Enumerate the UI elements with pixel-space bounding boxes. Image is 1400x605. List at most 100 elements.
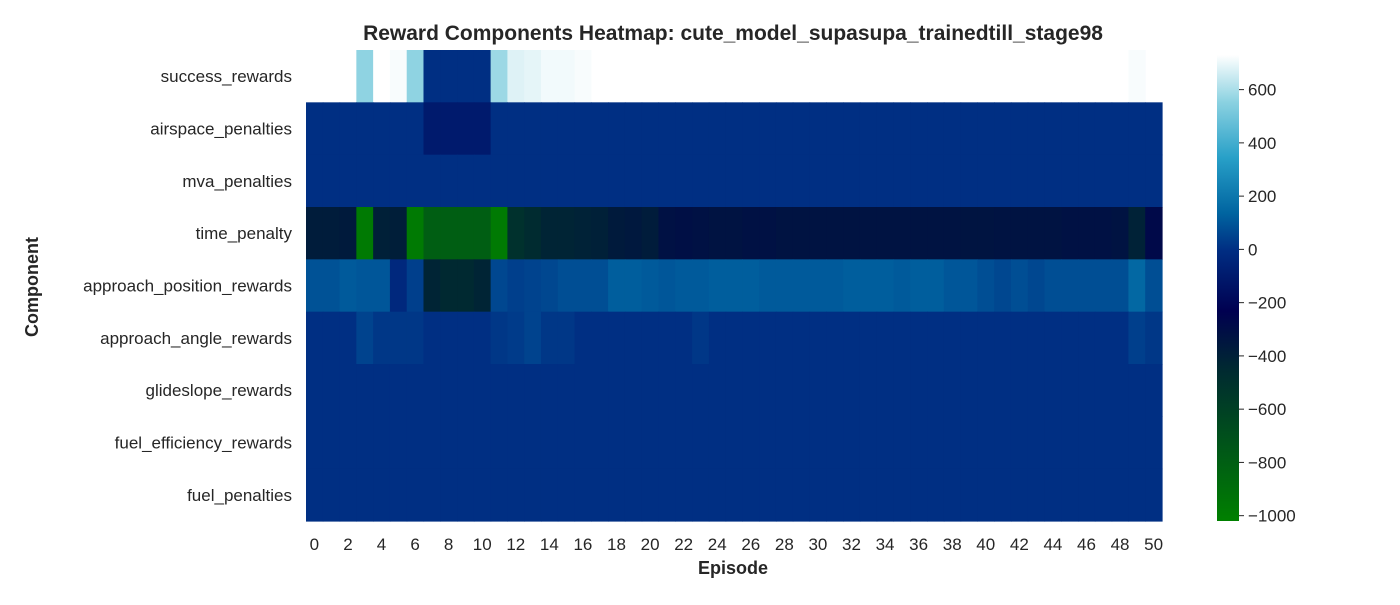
heatmap-cell <box>1078 154 1096 208</box>
heatmap-cell <box>960 416 978 470</box>
heatmap-cell <box>624 364 643 417</box>
heatmap-cell <box>943 207 962 260</box>
heatmap-cell <box>977 102 995 156</box>
heatmap-cell <box>540 468 559 522</box>
x-tick-label: 46 <box>1077 535 1096 554</box>
heatmap-cell <box>507 207 525 260</box>
heatmap-cell <box>624 259 643 313</box>
x-tick-label: 2 <box>343 535 352 554</box>
chart-title: Reward Components Heatmap: cute_model_su… <box>363 22 1103 45</box>
heatmap-cell <box>524 468 542 522</box>
heatmap-cell <box>658 259 676 313</box>
heatmap-cell <box>389 311 408 365</box>
heatmap-cell <box>574 207 592 260</box>
heatmap-cell <box>809 207 827 260</box>
heatmap-cell <box>1044 364 1062 417</box>
heatmap-cell <box>859 207 878 260</box>
heatmap-cell <box>1027 311 1046 365</box>
heatmap-cell <box>423 311 441 365</box>
heatmap-cell <box>389 259 408 313</box>
x-tick-label: 48 <box>1111 535 1130 554</box>
heatmap-cell <box>457 364 475 417</box>
heatmap-cell <box>306 207 324 260</box>
x-tick-label: 28 <box>775 535 794 554</box>
heatmap-cell <box>490 207 509 260</box>
heatmap-cell <box>540 102 559 156</box>
heatmap-cell <box>641 154 660 208</box>
heatmap-cell <box>675 416 693 470</box>
heatmap-cell <box>826 416 844 470</box>
heatmap-cell <box>809 259 827 313</box>
heatmap-cell <box>893 468 911 522</box>
heatmap-cell <box>507 468 525 522</box>
heatmap-cell <box>994 259 1012 313</box>
heatmap-cell <box>960 311 978 365</box>
heatmap-cell <box>725 311 743 365</box>
heatmap-cell <box>943 416 962 470</box>
row-label: mva_penalties <box>182 172 292 191</box>
heatmap-cell <box>708 259 727 313</box>
heatmap-cell <box>792 364 811 417</box>
heatmap-cell <box>1044 102 1062 156</box>
heatmap-cell <box>641 102 660 156</box>
heatmap-cell <box>1111 311 1130 365</box>
heatmap-cell <box>960 207 978 260</box>
heatmap-cell <box>557 364 576 417</box>
heatmap-cell <box>574 468 592 522</box>
heatmap-cell <box>759 259 777 313</box>
heatmap-cell <box>624 207 643 260</box>
heatmap-cell <box>893 102 911 156</box>
heatmap-cell <box>373 102 391 156</box>
heatmap-cell <box>440 311 458 365</box>
heatmap-cell <box>1044 468 1062 522</box>
heatmap-cell <box>641 259 660 313</box>
heatmap-cell <box>306 416 324 470</box>
x-tick-label: 20 <box>641 535 660 554</box>
heatmap-cell <box>1111 102 1130 156</box>
heatmap-cell <box>490 102 509 156</box>
heatmap-cell <box>557 50 576 103</box>
heatmap-cell <box>322 416 341 470</box>
heatmap-cell <box>943 154 962 208</box>
heatmap-cell <box>574 102 592 156</box>
heatmap-cell <box>759 102 777 156</box>
heatmap-cell <box>1078 102 1096 156</box>
x-tick-label: 44 <box>1043 535 1062 554</box>
heatmap-cell <box>1128 468 1146 522</box>
heatmap-cell <box>859 259 878 313</box>
heatmap-cell <box>1078 259 1096 313</box>
heatmap-cell <box>725 259 743 313</box>
heatmap-cell <box>910 416 928 470</box>
heatmap-cell <box>843 259 861 313</box>
heatmap-cell <box>775 207 794 260</box>
heatmap-cell <box>759 468 777 522</box>
heatmap-cell <box>1111 416 1130 470</box>
heatmap-cell <box>339 364 357 417</box>
heatmap-cell <box>876 364 895 417</box>
heatmap-cell <box>339 102 357 156</box>
heatmap-cell <box>356 207 374 260</box>
heatmap-cell <box>608 259 626 313</box>
heatmap-cell <box>406 259 425 313</box>
heatmap-cell <box>473 364 492 417</box>
heatmap-cell <box>306 364 324 417</box>
heatmap-cell <box>775 468 794 522</box>
heatmap-cell <box>775 102 794 156</box>
heatmap-cell <box>557 468 576 522</box>
heatmap-cell <box>373 50 391 103</box>
heatmap-cell <box>389 468 408 522</box>
heatmap-cell <box>809 311 827 365</box>
heatmap-cell <box>1145 102 1163 156</box>
heatmap-cell <box>557 416 576 470</box>
heatmap-cell <box>994 311 1012 365</box>
heatmap-cell <box>457 50 475 103</box>
heatmap-cell <box>591 207 609 260</box>
heatmap-cell <box>473 311 492 365</box>
heatmap-cell <box>507 259 525 313</box>
x-tick-label: 32 <box>842 535 861 554</box>
heatmap-cell <box>641 311 660 365</box>
heatmap-cell <box>910 102 928 156</box>
heatmap-cell <box>423 259 441 313</box>
heatmap-cell <box>1078 311 1096 365</box>
heatmap-cell <box>540 311 559 365</box>
